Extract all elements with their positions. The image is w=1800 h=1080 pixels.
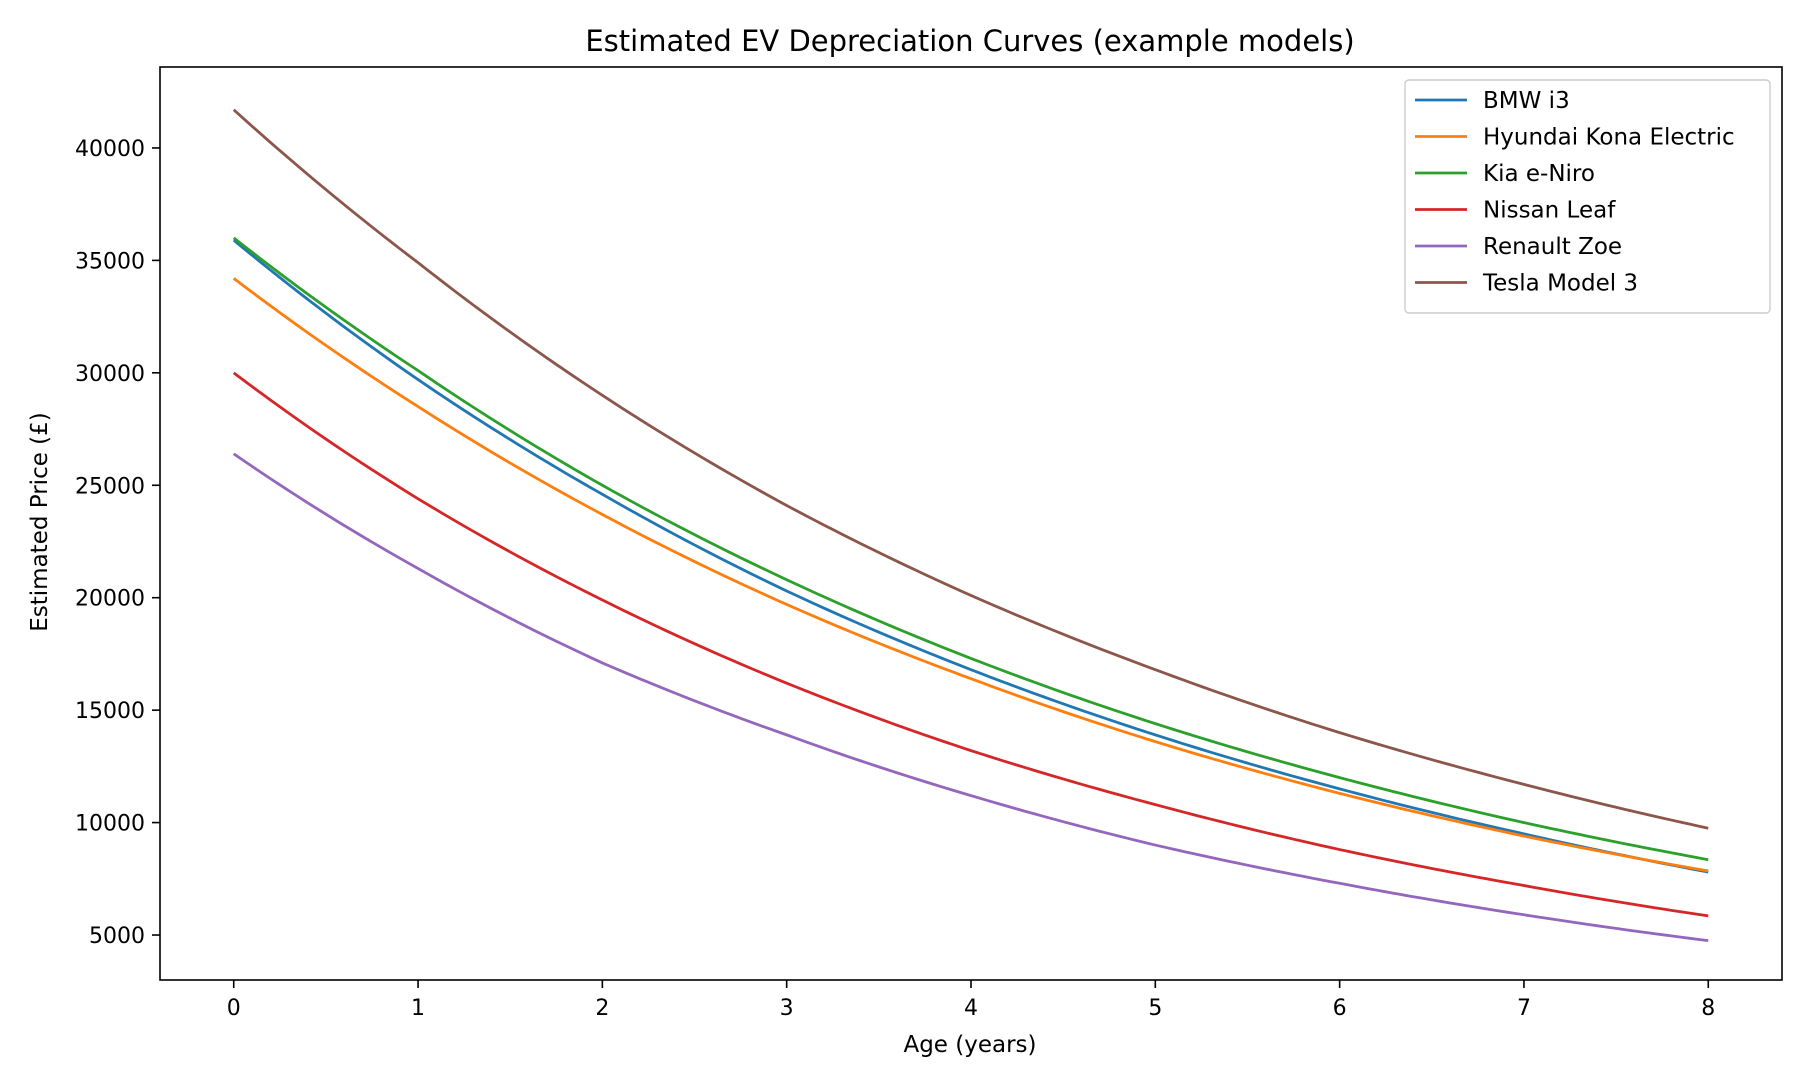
- y-tick-label: 25000: [75, 474, 145, 499]
- legend-label-tesla-model-3: Tesla Model 3: [1482, 271, 1638, 297]
- x-tick-label: 6: [1333, 996, 1347, 1021]
- x-tick-label: 7: [1517, 996, 1531, 1021]
- series-line-kia-e-niro: [232, 236, 1709, 862]
- x-tick-label: 3: [780, 996, 794, 1021]
- x-tick-label: 2: [595, 996, 609, 1021]
- x-tick-label: 5: [1148, 996, 1162, 1021]
- series-layer: [232, 108, 1709, 943]
- y-tick-label: 5000: [89, 924, 145, 949]
- legend: BMW i3 Hyundai Kona Electric Kia e-Niro Nis…: [1404, 79, 1771, 314]
- series-line-renault-zoe: [232, 452, 1709, 943]
- y-tick-label: 10000: [75, 812, 145, 837]
- chart-title: Estimated EV Depreciation Curves (exampl…: [585, 24, 1354, 58]
- series-line-bmw-i3: [232, 239, 1709, 874]
- axes-layer: 0 1 2 3 4 5 6 7 8 5000 10000 15000 20000 25000 30000 35…: [75, 66, 1783, 1021]
- y-tick-label: 15000: [75, 699, 145, 724]
- y-tick-label: 35000: [75, 249, 145, 274]
- x-axis-label: Age (years): [903, 1032, 1036, 1058]
- legend-label-bmw-i3: BMW i3: [1483, 88, 1570, 114]
- legend-label-kia-e-niro: Kia e-Niro: [1483, 161, 1595, 187]
- series-line-hyundai-kona-electric: [232, 277, 1709, 873]
- y-tick-label: 30000: [75, 362, 145, 387]
- legend-label-nissan-leaf: Nissan Leaf: [1483, 198, 1616, 224]
- legend-label-renault-zoe: Renault Zoe: [1483, 234, 1622, 260]
- y-tick-label: 20000: [75, 587, 145, 612]
- x-tick-label: 8: [1701, 996, 1715, 1021]
- x-tick-label: 0: [227, 996, 241, 1021]
- legend-label-hyundai-kona-electric: Hyundai Kona Electric: [1483, 125, 1735, 151]
- x-tick-label: 4: [964, 996, 978, 1021]
- y-axis-label: Estimated Price (£): [27, 412, 53, 632]
- legend-box: [1404, 79, 1771, 314]
- x-tick-label: 1: [411, 996, 425, 1021]
- series-line-tesla-model-3: [232, 108, 1709, 830]
- y-tick-label: 40000: [75, 137, 145, 162]
- series-line-nissan-leaf: [232, 371, 1709, 918]
